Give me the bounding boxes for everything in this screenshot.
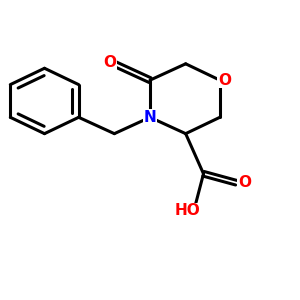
Text: O: O	[218, 73, 231, 88]
Text: O: O	[238, 175, 251, 190]
Text: N: N	[144, 110, 156, 125]
Text: O: O	[103, 55, 116, 70]
Text: HO: HO	[174, 203, 200, 218]
